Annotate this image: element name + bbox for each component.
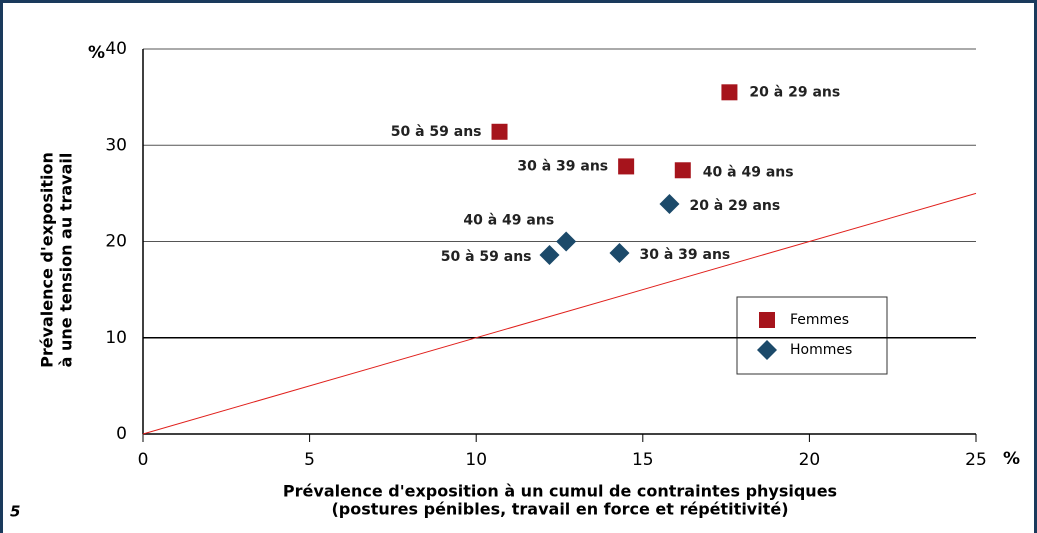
marker [491,123,508,140]
x-tick-label: 10 [465,450,487,470]
legend-label: Femmes [790,312,849,328]
marker [609,243,630,264]
marker [757,340,777,360]
legend-label: Hommes [790,342,852,358]
x-axis-label: (postures pénibles, travail en force et … [331,500,788,519]
point-label: 40 à 49 ans [463,213,554,229]
y-axis-label: Prévalence d'exposition [38,152,57,368]
point-label: 50 à 59 ans [441,249,532,265]
figure-number: 5 [10,503,20,521]
x-unit: % [1003,449,1020,469]
y-tick-label: 30 [105,135,127,155]
point-label: 40 à 49 ans [703,164,794,180]
point-label: 20 à 29 ans [749,84,840,100]
marker [539,244,560,265]
y-unit: % [88,43,105,63]
marker [659,193,680,214]
marker [721,84,738,101]
y-tick-label: 0 [116,424,127,444]
x-tick-label: 5 [304,450,315,470]
point-label: 50 à 59 ans [391,124,482,140]
x-tick-label: 15 [632,450,654,470]
point-label: 20 à 29 ans [689,198,780,214]
legend [736,296,888,375]
point-label: 30 à 39 ans [639,247,730,263]
marker [556,231,577,252]
y-tick-label: 10 [105,328,127,348]
marker [759,312,775,328]
x-tick-label: 25 [965,450,987,470]
x-tick-label: 0 [138,450,149,470]
marker [674,162,691,179]
x-axis-label: Prévalence d'exposition à un cumul de co… [283,482,837,501]
reference-line [142,192,977,435]
y-tick-label: 40 [105,39,127,59]
y-tick-label: 20 [105,232,127,252]
marker [618,158,635,175]
point-label: 30 à 39 ans [517,158,608,174]
x-tick-label: 20 [799,450,821,470]
y-axis-label: à une tension au travail [57,153,76,368]
